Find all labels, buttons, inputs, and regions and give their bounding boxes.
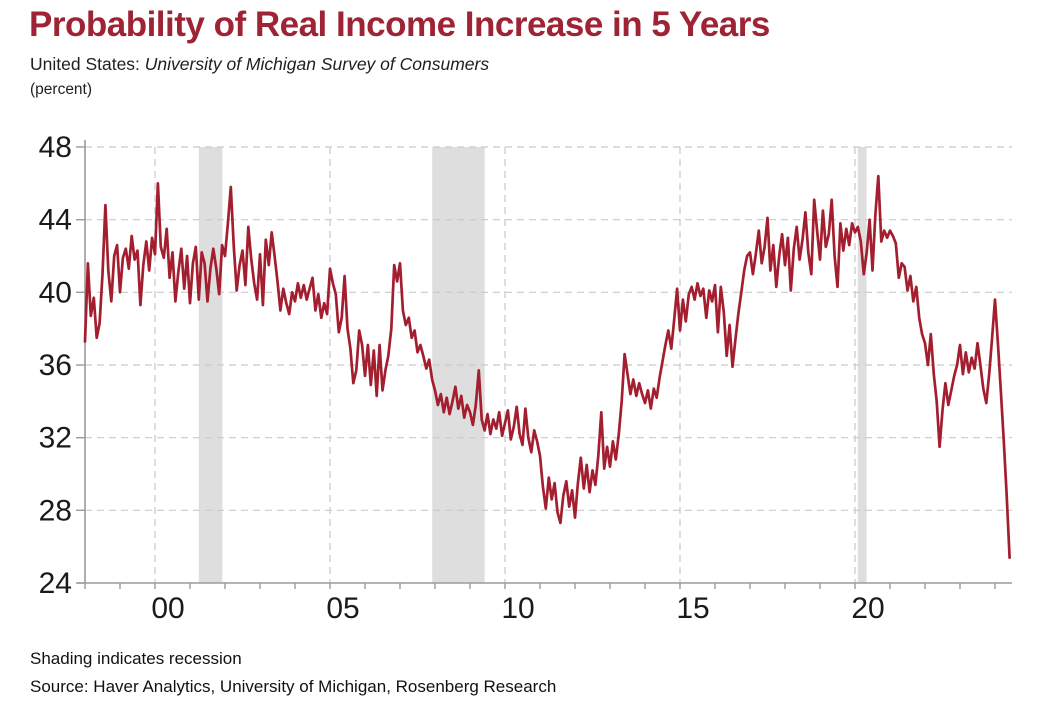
y-tick-label: 44 <box>39 204 72 237</box>
y-tick-label: 24 <box>39 567 72 600</box>
chart-subtitle: United States: University of Michigan Su… <box>30 54 489 75</box>
y-tick-label: 48 <box>39 131 72 164</box>
x-tick-label: 05 <box>326 592 359 625</box>
y-tick-label: 28 <box>39 494 72 527</box>
data-line <box>83 174 1011 559</box>
x-tick-label: 10 <box>501 592 534 625</box>
subtitle-survey-name: University of Michigan Survey of Consume… <box>144 54 490 74</box>
recession-shading-note: Shading indicates recession <box>30 649 242 668</box>
source-line: Source: Haver Analytics, University of M… <box>30 677 557 696</box>
y-tick-label: 36 <box>39 349 72 382</box>
x-tick-label: 15 <box>676 592 709 625</box>
y-tick-label: 40 <box>39 276 72 309</box>
x-tick-label: 20 <box>851 592 884 625</box>
chart-footer: Shading indicates recession Source: Have… <box>30 645 556 701</box>
unit-label: (percent) <box>30 81 93 98</box>
y-tick-label: 32 <box>39 422 72 455</box>
x-tick-label: 00 <box>151 592 184 625</box>
recession-band <box>857 147 867 583</box>
chart-title: Probability of Real Income Increase in 5… <box>29 5 770 44</box>
subtitle-region: United States: <box>30 54 145 74</box>
